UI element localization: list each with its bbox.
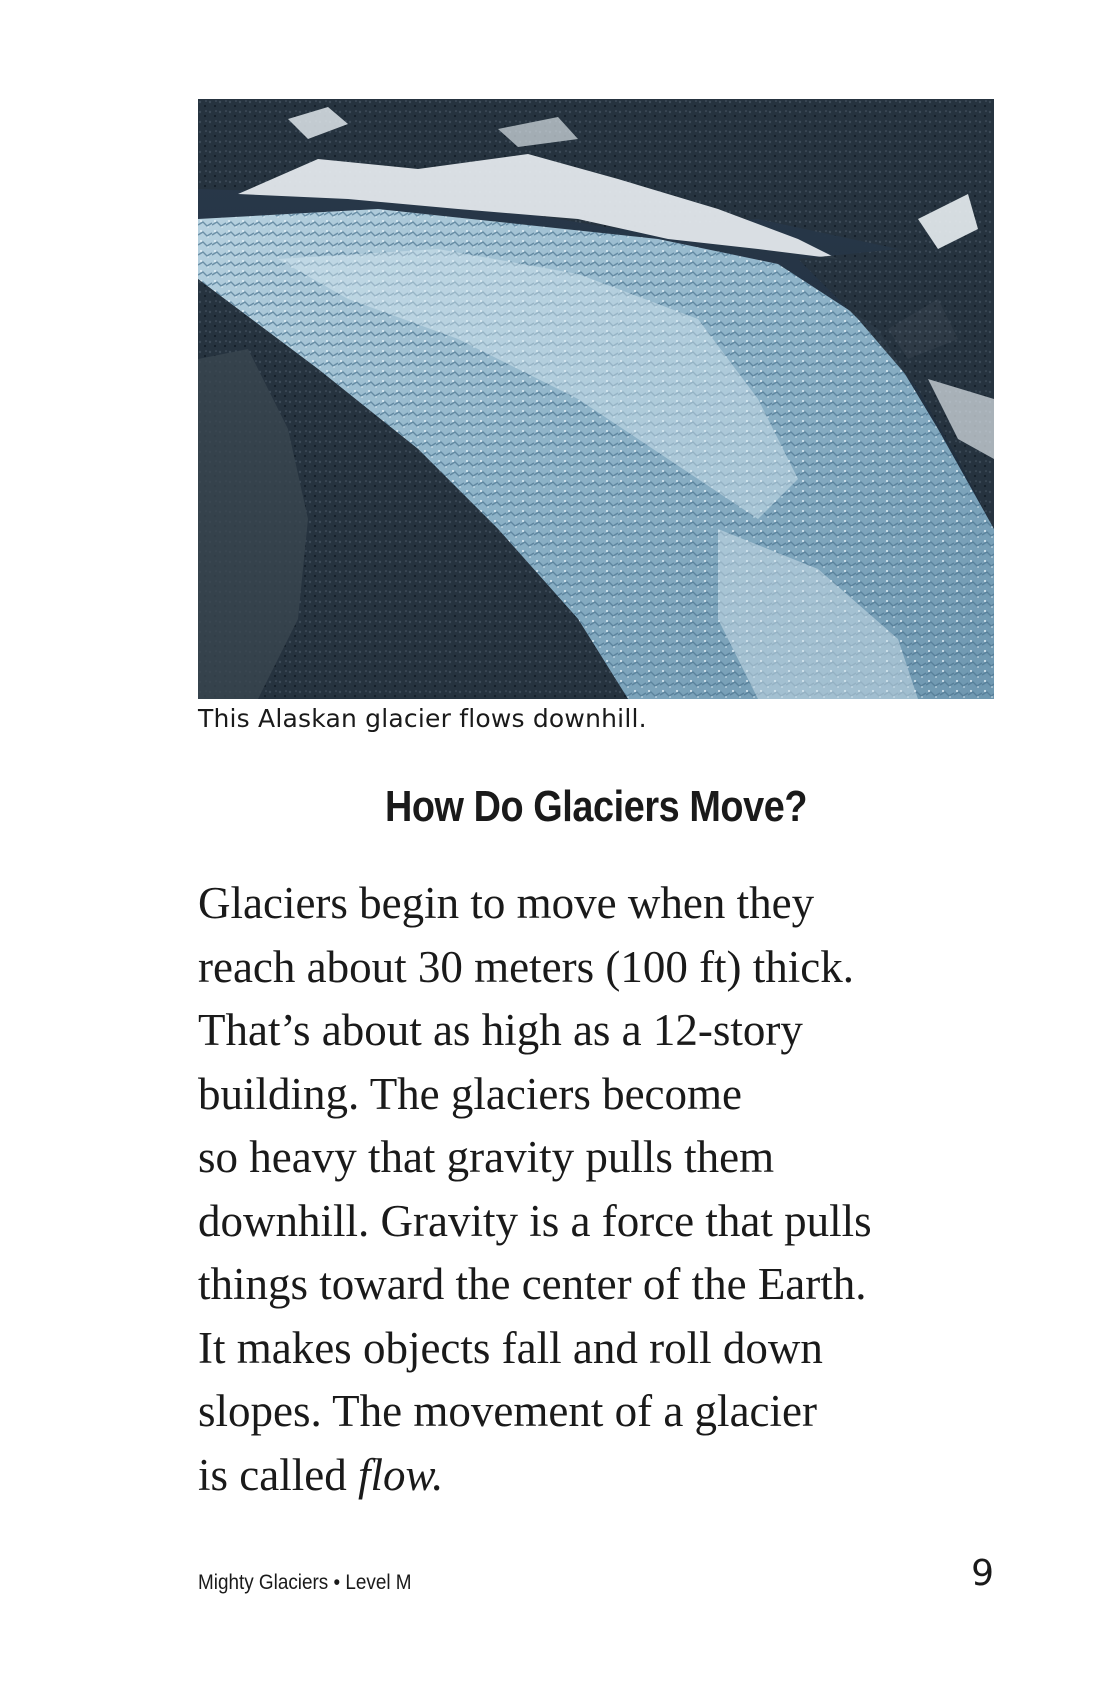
section-heading: How Do Glaciers Move? xyxy=(384,782,808,831)
body-paragraph: Glaciers begin to move when they reach a… xyxy=(198,872,998,1507)
body-line: so heavy that gravity pulls them xyxy=(198,1132,775,1182)
photo-caption: This Alaskan glacier flows downhill. xyxy=(198,704,647,733)
page-number: 9 xyxy=(971,1553,994,1594)
body-line: building. The glaciers become xyxy=(198,1068,742,1119)
body-line: That’s about as high as a 12-story xyxy=(198,1005,803,1055)
body-line: Glaciers begin to move when they xyxy=(198,878,815,928)
body-line: slopes. The movement of a glacier xyxy=(198,1386,817,1436)
vocabulary-term: flow. xyxy=(357,1449,444,1500)
body-line: reach about 30 meters (100 ft) thick. xyxy=(198,941,855,992)
body-line-last: is called flow. xyxy=(198,1444,998,1508)
body-line: downhill. Gravity is a force that pulls xyxy=(198,1195,872,1246)
body-line: things toward the center of the Earth. xyxy=(198,1259,867,1309)
body-line-prefix: is called xyxy=(198,1449,358,1500)
glacier-photo xyxy=(198,99,994,699)
book-info: Mighty Glaciers • Level M xyxy=(198,1571,412,1594)
body-line: It makes objects fall and roll down xyxy=(198,1322,823,1373)
